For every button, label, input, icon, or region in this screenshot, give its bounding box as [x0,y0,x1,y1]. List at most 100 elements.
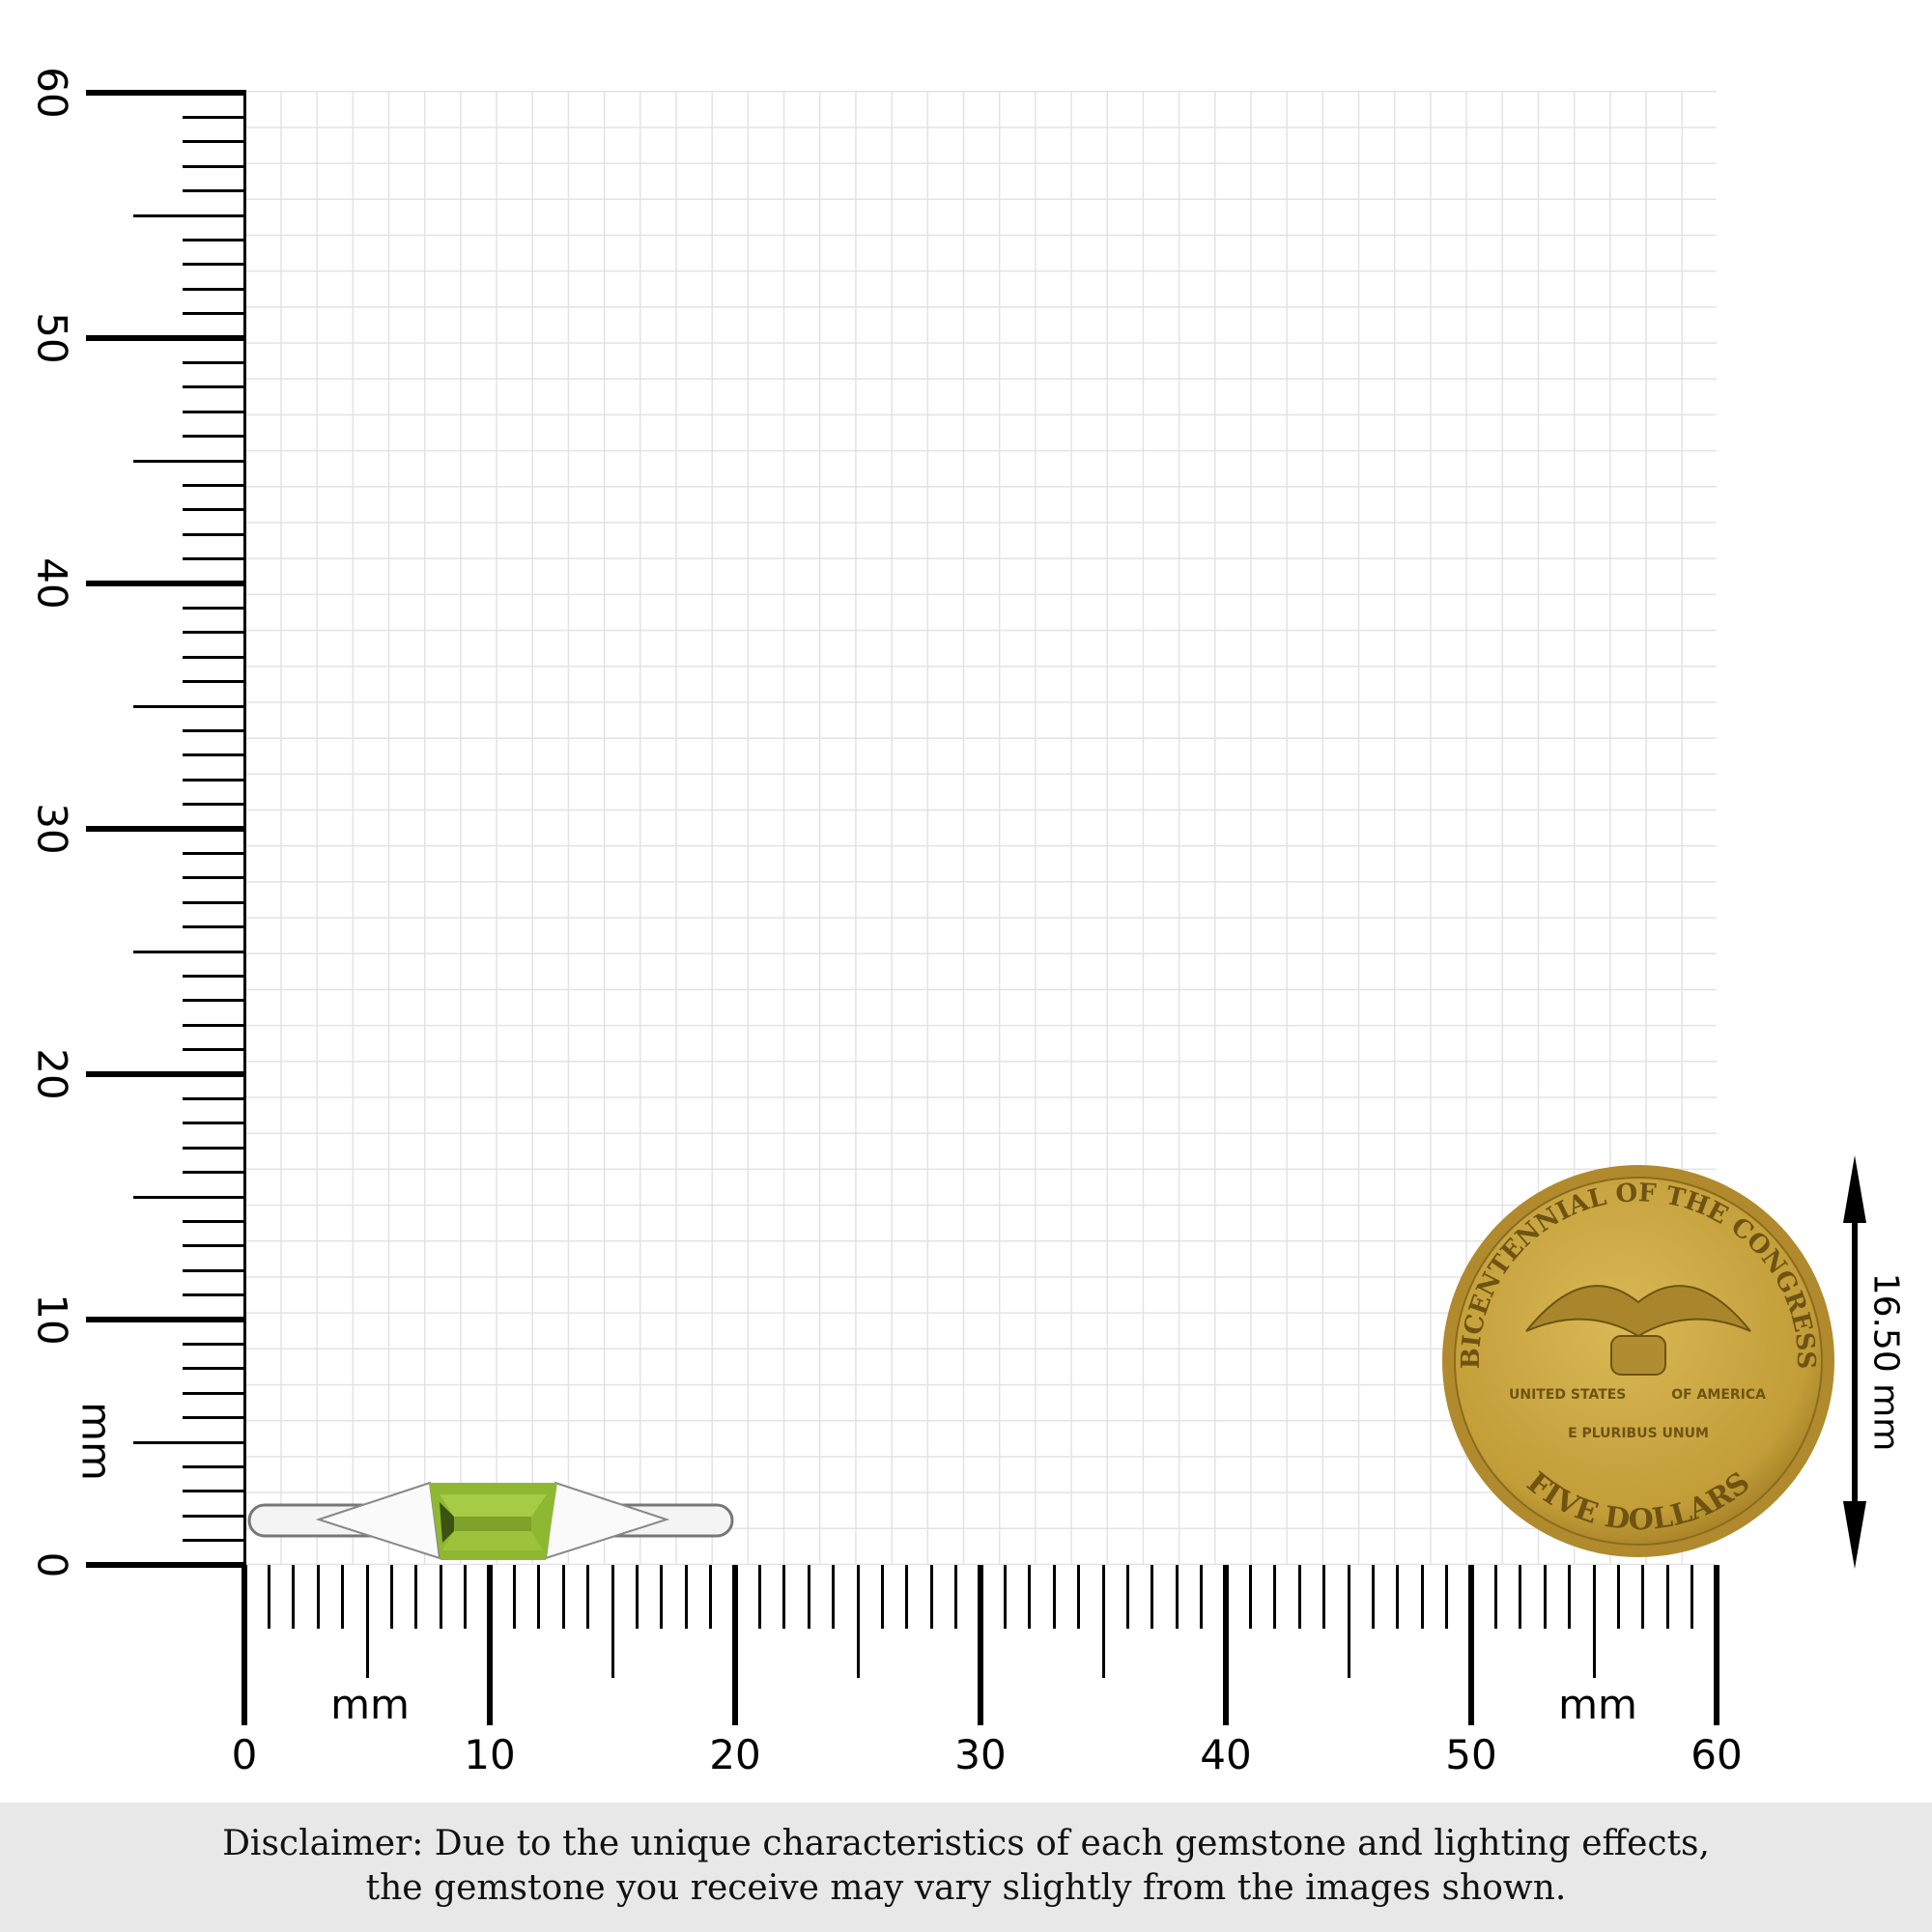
horizontal-tick [1592,1565,1596,1678]
horizontal-tick [635,1565,639,1629]
vertical-tick [133,704,246,708]
horizontal-tick [464,1565,468,1629]
ring-shoulder-right [544,1481,670,1560]
horizontal-tick [856,1565,860,1678]
vertical-tick [183,140,246,144]
horizontal-tick [1445,1565,1449,1629]
vertical-tick [183,655,246,659]
horizontal-tick [757,1565,761,1629]
vertical-tick [183,1219,246,1223]
vertical-tick [183,778,246,781]
vertical-tick [183,1268,246,1272]
vertical-tick-label: 60 [28,67,76,119]
vertical-tick [183,1293,246,1297]
horizontal-tick [1665,1565,1669,1629]
vertical-tick [183,360,246,364]
vertical-tick [183,385,246,389]
vertical-ruler-spine [243,91,246,1565]
horizontal-tick [1297,1565,1301,1629]
vertical-major-tick [86,1071,246,1077]
horizontal-ruler-unit-right: mm [1558,1681,1637,1728]
vertical-tick [183,410,246,413]
vertical-tick [183,999,246,1003]
vertical-tick [183,508,246,512]
horizontal-tick [1420,1565,1424,1629]
vertical-major-tick [86,826,246,832]
vertical-major-tick [86,90,246,96]
horizontal-tick [684,1565,688,1629]
horizontal-major-tick [487,1565,493,1725]
disclaimer-line-2: the gemstone you receive may vary slight… [365,1868,1567,1908]
vertical-major-tick [86,1562,246,1568]
vertical-tick [183,680,246,684]
dimension-arrow [1843,1155,1866,1569]
horizontal-tick [1273,1565,1277,1629]
vertical-major-tick [86,335,246,341]
horizontal-tick [1175,1565,1179,1629]
vertical-tick [183,1096,246,1100]
disclaimer-banner: Disclaimer: Due to the unique characteri… [0,1803,1932,1932]
horizontal-tick [1248,1565,1252,1629]
horizontal-tick [880,1565,884,1629]
vertical-tick [183,925,246,929]
vertical-tick [183,1391,246,1395]
vertical-tick [183,1342,246,1346]
vertical-tick [183,1023,246,1027]
horizontal-major-tick [1468,1565,1474,1725]
horizontal-tick [832,1565,836,1629]
horizontal-tick [1396,1565,1400,1629]
vertical-tick [183,238,246,242]
vertical-tick [183,1514,246,1518]
horizontal-tick [414,1565,418,1629]
horizontal-tick [1028,1565,1032,1629]
horizontal-tick [365,1565,369,1678]
vertical-tick [183,803,246,807]
vertical-tick [183,606,246,610]
horizontal-tick [267,1565,270,1629]
vertical-tick [183,1146,246,1150]
ring-image [247,1481,734,1560]
horizontal-tick [1371,1565,1375,1629]
vertical-tick [183,1464,246,1468]
horizontal-tick-label: 60 [1690,1731,1743,1778]
horizontal-major-tick [1714,1565,1719,1725]
horizontal-tick [1322,1565,1326,1629]
horizontal-tick [537,1565,541,1629]
peridot-gem [429,1483,557,1560]
vertical-tick [183,753,246,757]
vertical-tick [183,1171,246,1175]
vertical-tick [183,851,246,855]
vertical-tick-label: 40 [28,557,76,610]
horizontal-tick [1151,1565,1154,1629]
horizontal-tick [316,1565,320,1629]
horizontal-tick [807,1565,810,1629]
horizontal-major-tick [978,1565,983,1725]
vertical-tick [133,1440,246,1444]
coin-image: BICENTENNIAL OF THE CONGRESS FIVE DOLLAR… [1442,1165,1834,1557]
horizontal-tick [1641,1565,1645,1629]
horizontal-tick [512,1565,516,1629]
horizontal-tick [1690,1565,1694,1629]
horizontal-tick [611,1565,614,1678]
vertical-tick [183,1490,246,1493]
vertical-tick [183,435,246,439]
horizontal-tick [1003,1565,1007,1629]
coin-dimension-label: 16.50 mm [1865,1272,1906,1452]
horizontal-tick [1616,1565,1620,1629]
horizontal-major-tick [1223,1565,1229,1725]
vertical-tick [183,164,246,168]
ring-shoulder-left [315,1481,441,1560]
horizontal-tick [1077,1565,1081,1629]
horizontal-tick-label: 30 [954,1731,1007,1778]
vertical-tick [183,1416,246,1420]
vertical-tick [183,728,246,732]
horizontal-tick [341,1565,345,1629]
horizontal-tick [1125,1565,1129,1629]
horizontal-tick [1101,1565,1105,1678]
coin-motto: E PLURIBUS UNUM [1568,1426,1709,1441]
coin-left-text: UNITED STATES [1509,1387,1626,1403]
vertical-tick [183,263,246,267]
vertical-tick [133,459,246,463]
vertical-tick [183,287,246,291]
horizontal-tick [709,1565,713,1629]
